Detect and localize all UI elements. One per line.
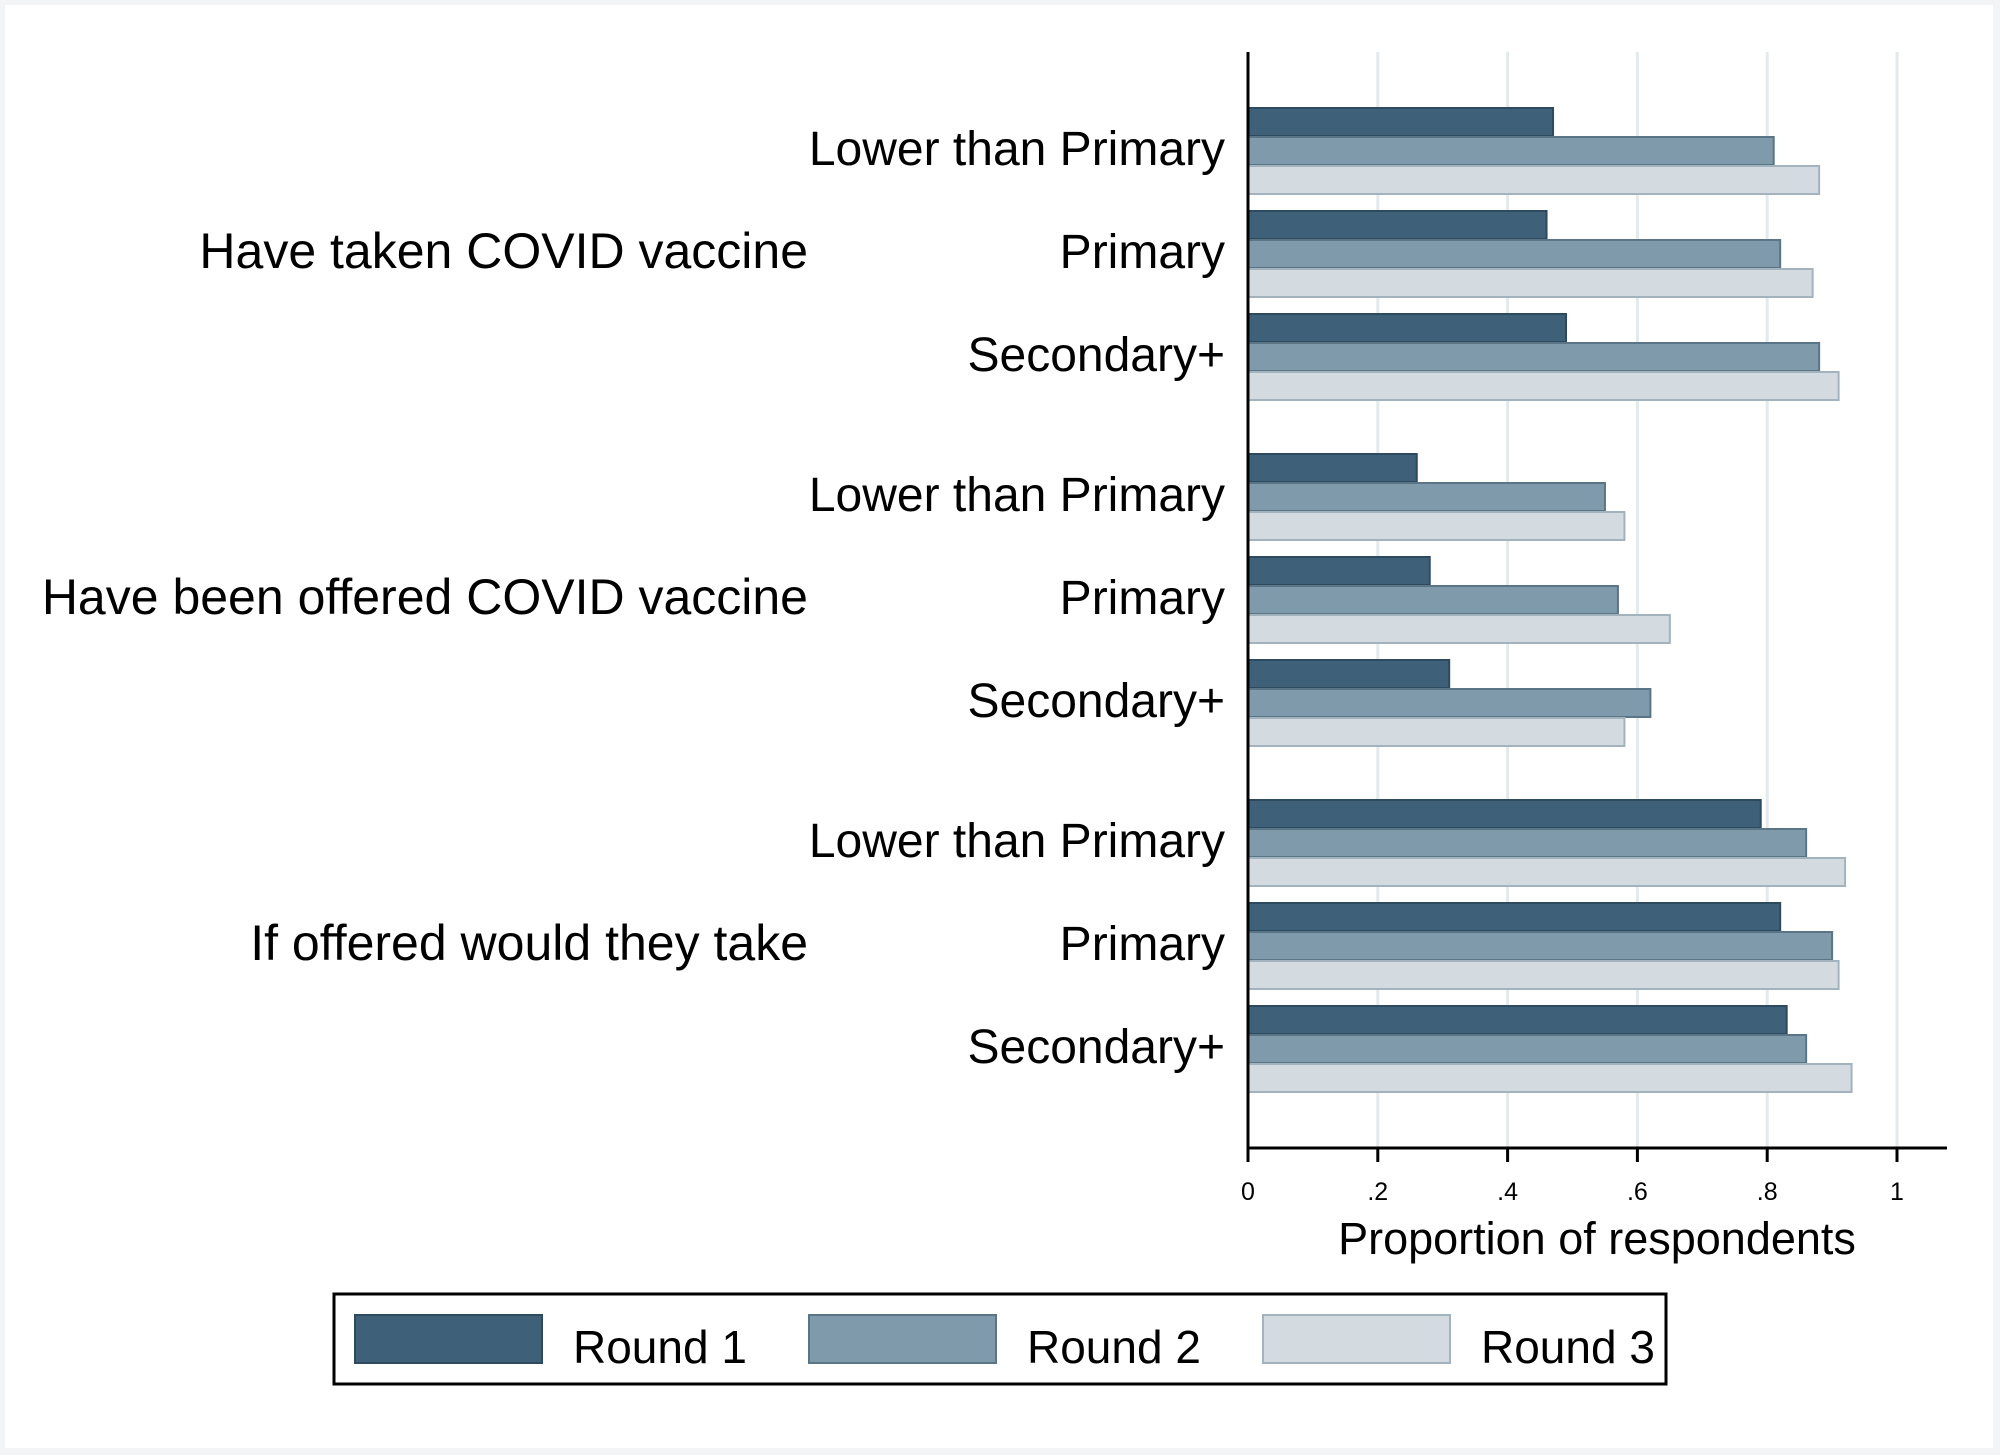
x-tick-label: 1 <box>1890 1178 1904 1206</box>
bar-3-2-round-1 <box>1247 902 1782 932</box>
x-tick-label: .8 <box>1757 1178 1778 1206</box>
bar-3-1-round-2 <box>1247 828 1808 858</box>
category-label: Lower than Primary <box>809 123 1225 176</box>
category-label: Lower than Primary <box>809 469 1225 522</box>
bar-3-2-round-3 <box>1247 960 1840 990</box>
category-label: Primary <box>1060 918 1225 971</box>
category-label: Secondary+ <box>967 675 1225 728</box>
category-labels: Lower than Primary Primary Secondary+ Have … <box>42 123 1225 1074</box>
bar-3-3-round-3 <box>1247 1063 1853 1093</box>
bar-2-2-round-1 <box>1247 556 1431 586</box>
x-tick-label: 0 <box>1241 1178 1255 1206</box>
bar-1-2-round-3 <box>1247 268 1814 298</box>
category-label: Secondary+ <box>967 329 1225 382</box>
bar-1-3-round-3 <box>1247 371 1840 401</box>
category-label: Lower than Primary <box>809 815 1225 868</box>
bar-2-1-round-1 <box>1247 453 1418 483</box>
category-label: Primary <box>1060 572 1225 625</box>
bars <box>1247 107 1853 1093</box>
bar-1-1-round-1 <box>1247 107 1555 137</box>
bar-1-2-round-2 <box>1247 239 1782 269</box>
category-label: Primary <box>1060 226 1225 279</box>
x-axis: 0 .2 .4 .6 .8 1 <box>1241 52 1947 1206</box>
group-label: Have taken COVID vaccine <box>199 223 808 279</box>
bar-1-3-round-1 <box>1247 313 1568 343</box>
bar-2-1-round-3 <box>1247 511 1626 541</box>
legend-swatch-round-2 <box>808 1314 997 1364</box>
bar-2-3-round-3 <box>1247 717 1626 747</box>
bar-2-1-round-2 <box>1247 482 1606 512</box>
bar-2-3-round-2 <box>1247 688 1652 718</box>
bar-1-3-round-2 <box>1247 342 1821 372</box>
x-axis-title: Proportion of respondents <box>1338 1213 1856 1264</box>
legend-label-round-2: Round 2 <box>1027 1321 1201 1373</box>
bar-3-1-round-1 <box>1247 799 1762 829</box>
bar-2-2-round-2 <box>1247 585 1619 615</box>
bar-2-3-round-1 <box>1247 659 1451 689</box>
x-tick-label: .4 <box>1497 1178 1518 1206</box>
legend-swatch-round-1 <box>354 1314 543 1364</box>
bar-3-1-round-3 <box>1247 857 1847 887</box>
bar-3-2-round-2 <box>1247 931 1834 961</box>
x-tick-label: .6 <box>1627 1178 1648 1206</box>
legend-label-round-1: Round 1 <box>573 1321 747 1373</box>
bar-1-2-round-1 <box>1247 210 1548 240</box>
bar-3-3-round-2 <box>1247 1034 1808 1064</box>
legend-label-round-3: Round 3 <box>1481 1321 1655 1373</box>
x-tick-label: .2 <box>1367 1178 1388 1206</box>
category-label: Secondary+ <box>967 1021 1225 1074</box>
bar-1-1-round-2 <box>1247 136 1775 166</box>
group-label: If offered would they take <box>250 915 808 971</box>
group-label: Have been offered COVID vaccine <box>42 569 808 625</box>
bar-2-2-round-3 <box>1247 614 1671 644</box>
legend: Round 1 Round 2 Round 3 <box>332 1292 1668 1386</box>
bar-3-3-round-1 <box>1247 1005 1788 1035</box>
legend-swatch-round-3 <box>1262 1314 1451 1364</box>
bar-1-1-round-3 <box>1247 165 1821 195</box>
